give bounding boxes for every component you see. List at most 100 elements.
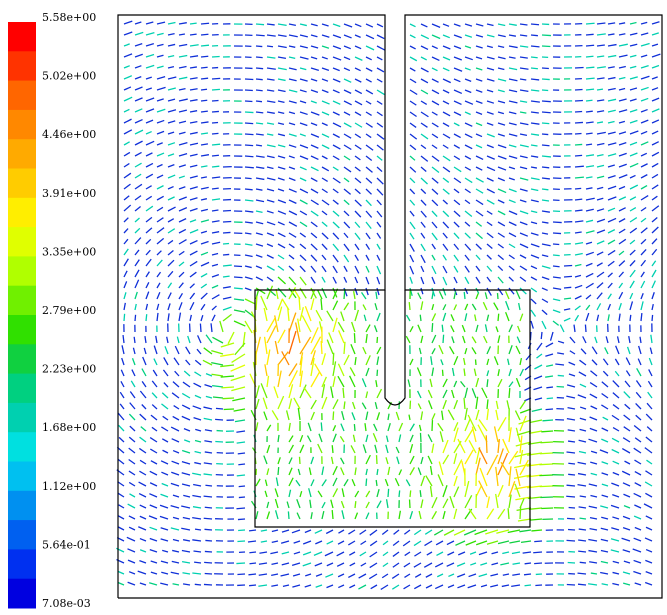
- vector: [509, 156, 517, 158]
- vector: [641, 218, 646, 222]
- vector: [511, 585, 520, 586]
- vector: [192, 473, 201, 475]
- vector: [201, 67, 208, 68]
- vector: [419, 511, 421, 519]
- vector: [520, 79, 526, 80]
- color-band: [8, 139, 36, 169]
- vector: [652, 239, 657, 244]
- vector: [421, 277, 424, 284]
- vector: [591, 473, 597, 475]
- vector: [630, 44, 637, 46]
- vector: [366, 355, 370, 365]
- vector: [443, 266, 447, 273]
- vector: [194, 418, 201, 420]
- vector: [465, 123, 472, 126]
- vector: [135, 238, 141, 244]
- vector: [540, 453, 553, 454]
- vector: [256, 211, 263, 212]
- vector: [622, 449, 630, 453]
- vector: [278, 255, 284, 259]
- vector: [142, 405, 146, 409]
- vector: [366, 57, 372, 60]
- vector: [333, 466, 337, 475]
- vector: [454, 178, 461, 183]
- vector: [608, 67, 615, 68]
- vector: [578, 540, 586, 541]
- vector: [150, 449, 157, 453]
- vector: [534, 563, 542, 564]
- color-band: [8, 227, 36, 257]
- vector: [321, 299, 322, 310]
- vector: [472, 347, 476, 354]
- vector: [414, 563, 421, 567]
- vector: [333, 353, 334, 365]
- vector: [168, 187, 174, 189]
- vector: [502, 552, 509, 554]
- vector: [160, 516, 168, 519]
- vector: [498, 509, 505, 519]
- vector: [371, 585, 377, 589]
- vector: [472, 388, 476, 398]
- vector: [361, 541, 366, 545]
- vector: [201, 100, 207, 101]
- vector: [520, 401, 526, 409]
- vector: [470, 563, 476, 565]
- vector: [315, 541, 322, 544]
- vector: [608, 34, 614, 35]
- vector: [454, 35, 462, 38]
- vector: [344, 222, 350, 228]
- vector: [245, 189, 253, 190]
- vector: [443, 233, 447, 238]
- vector: [265, 337, 267, 354]
- vector: [454, 145, 460, 148]
- vector: [222, 398, 234, 399]
- vector: [311, 200, 319, 205]
- vector: [579, 372, 586, 376]
- vector: [520, 200, 526, 202]
- vector: [305, 306, 311, 321]
- vector: [509, 466, 511, 486]
- vector: [344, 211, 349, 216]
- vector: [146, 88, 152, 90]
- vector: [377, 200, 381, 205]
- vector: [190, 284, 195, 288]
- vector: [190, 132, 198, 134]
- vector: [484, 336, 487, 343]
- vector: [424, 563, 432, 567]
- vector: [190, 187, 198, 189]
- vector: [568, 441, 575, 442]
- vector: [578, 584, 586, 585]
- vector: [311, 457, 313, 464]
- vector: [278, 68, 287, 70]
- vector: [542, 277, 549, 279]
- vector: [603, 359, 608, 365]
- vector: [311, 244, 317, 250]
- vector: [267, 145, 276, 147]
- vector: [344, 46, 351, 49]
- vector: [139, 494, 146, 497]
- vector: [624, 392, 630, 398]
- vector: [406, 336, 410, 343]
- vector: [520, 498, 524, 508]
- vector: [542, 123, 549, 124]
- vector: [498, 541, 509, 544]
- vector: [238, 464, 245, 465]
- vector: [421, 336, 423, 343]
- vector: [476, 378, 479, 387]
- vector: [190, 45, 199, 46]
- vector: [652, 227, 658, 233]
- vector: [421, 266, 424, 272]
- vector: [201, 262, 209, 266]
- vector: [487, 189, 495, 193]
- vector: [531, 266, 537, 269]
- vector: [326, 530, 333, 533]
- vector: [134, 337, 135, 343]
- vector: [498, 167, 506, 170]
- vector: [641, 98, 648, 101]
- vector: [331, 386, 333, 398]
- vector: [248, 541, 256, 542]
- vector: [352, 322, 355, 332]
- vector: [300, 123, 307, 125]
- vector: [602, 462, 608, 464]
- vector: [613, 561, 619, 563]
